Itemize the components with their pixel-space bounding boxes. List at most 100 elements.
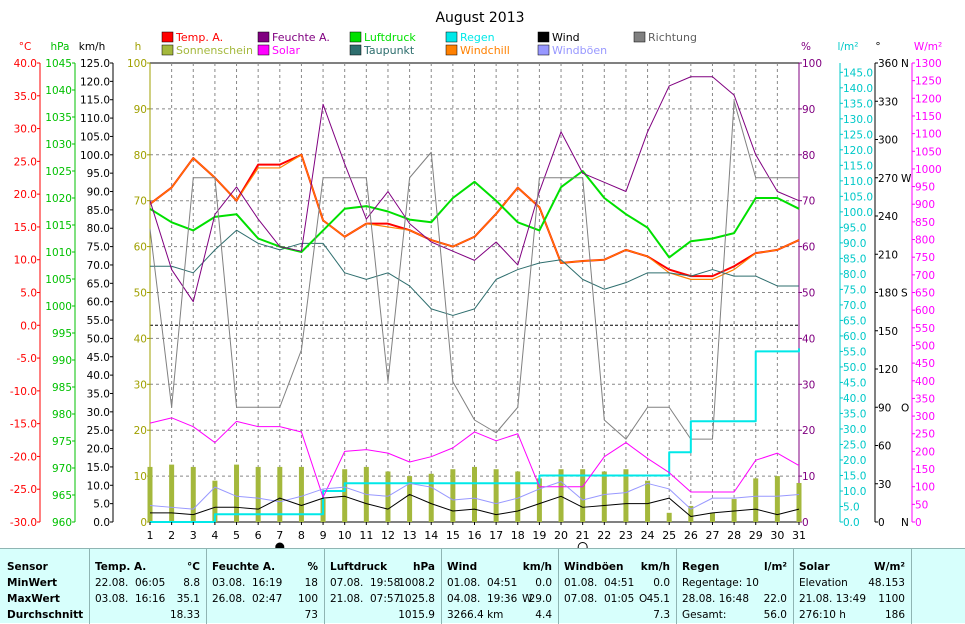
press-max-value: 1025.8	[398, 593, 435, 605]
x-tick-label: 18	[511, 529, 525, 542]
press-tick-label: 1015	[45, 220, 72, 232]
sunshine-bar	[796, 482, 802, 522]
series-line	[150, 493, 800, 517]
series-line	[149, 76, 800, 303]
stats-col-pressure: Luftdruck hPa 07.08. 19:58 1008.2 21.08.…	[324, 549, 441, 624]
series-line	[149, 154, 800, 280]
temp-tick-label: 5.0	[20, 288, 37, 300]
solar-tick-label: 400	[915, 376, 935, 388]
gust-max-direction: O	[639, 593, 648, 605]
legend-swatch	[445, 31, 458, 43]
series-lines	[149, 76, 800, 523]
rain-tick-label: 15.0	[843, 470, 866, 482]
press-tick-label: 970	[52, 463, 72, 475]
rain-tick-label: 20.0	[843, 455, 866, 467]
hum-max-date: 26.08.	[212, 593, 246, 605]
wind-tick-label: 120.0	[80, 76, 110, 88]
rain-tick-label: 45.0	[843, 377, 866, 389]
rain-tick-label: 5.0	[843, 501, 860, 513]
sunshine-bar	[623, 469, 629, 522]
press-tick-label: 975	[52, 436, 72, 448]
dir-tick-label: 120	[878, 364, 898, 376]
sunshine-bars	[147, 464, 802, 522]
sunshine-bar	[277, 466, 283, 522]
stats-col-solar: Solar W/m² Elevation 48.153 21.08. 13:49…	[793, 549, 911, 624]
sunshine-bar	[493, 469, 499, 522]
solar-max-datetime: 21.08. 13:49	[799, 593, 866, 605]
x-tick-label: 29	[749, 529, 763, 542]
legend-label: Windchill	[460, 44, 510, 57]
wind-tick-label: 5.0	[93, 499, 110, 511]
hum-min-date: 03.08.	[212, 577, 246, 589]
solar-tick-label: 650	[915, 288, 935, 300]
solar-tick-label: 900	[915, 199, 935, 211]
hum-tick-label: 50	[802, 288, 815, 300]
wind-tick-label: 90.0	[87, 187, 110, 199]
chart-title: August 2013	[435, 10, 524, 26]
rain-tick-label: 115.0	[843, 160, 873, 172]
x-tick-label: 17	[489, 529, 503, 542]
stats-col-rain: Regen l/m² Regentage: 10 28.08. 16:48 22…	[676, 549, 793, 624]
rain-tick-label: 25.0	[843, 439, 866, 451]
stats-header-rain: Regen	[682, 561, 720, 573]
press-tick-label: 1020	[45, 193, 72, 205]
sunshine-bar	[428, 473, 434, 522]
legend-swatch	[349, 44, 362, 56]
stats-col-wind: Wind km/h 01.08. 04:51 0.0 04.08. 19:36 …	[441, 549, 558, 624]
legend-label: Solar	[272, 44, 301, 57]
dir-tick-label: 0	[878, 517, 885, 529]
x-tick-labels: 1 2 3 4 5 6 7 8 9 10 11 12 13 14 15 16 17 18 19 20 21 22 23 24 2…	[147, 522, 806, 542]
full-moon-icon	[577, 542, 588, 548]
x-tick-label: 26	[684, 529, 698, 542]
wind-tick-label: 20.0	[87, 444, 110, 456]
temp-tick-label: -10.0	[10, 386, 37, 398]
hum-tick-label: 100	[802, 58, 822, 70]
solar-tick-label: 1100	[915, 129, 942, 141]
new-moon-icon	[275, 542, 285, 548]
stats-row-label: MinWert	[7, 577, 58, 589]
press-tick-label: 995	[52, 328, 72, 340]
x-tick-label: 23	[619, 529, 633, 542]
press-min-value: 1008.2	[398, 577, 435, 589]
rain-tick-label: 80.0	[843, 269, 866, 281]
temp-tick-label: 10.0	[14, 255, 37, 267]
solar-tick-label: 750	[915, 252, 935, 264]
wind-max-value: 29.0	[528, 593, 552, 605]
temp-tick-label: -15.0	[10, 419, 37, 431]
rain-tick-label: 135.0	[843, 98, 873, 110]
sunshine-bar	[147, 466, 153, 522]
solar-unit-label: W/m²	[914, 41, 942, 53]
hum-tick-label: 60	[802, 242, 815, 254]
wind-tick-label: 55.0	[87, 315, 110, 327]
series-line	[149, 481, 800, 510]
sun-tick-label: 0	[140, 517, 147, 529]
sunshine-bar	[774, 476, 780, 522]
dir-tick-label: 210	[878, 249, 898, 261]
solar-hours: 276:10 h	[799, 609, 846, 621]
x-tick-label: 10	[338, 529, 352, 542]
press-unit-label: hPa	[51, 41, 70, 53]
rain-tick-label: 30.0	[843, 424, 866, 436]
x-tick-label: 16	[468, 529, 482, 542]
x-tick-label: 12	[381, 529, 395, 542]
sunshine-bar	[709, 512, 715, 522]
x-tick-label: 11	[359, 529, 373, 542]
hum-max-time: 02:47	[252, 593, 283, 605]
sun-tick-label: 30	[134, 379, 147, 391]
hum-tick-label: 80	[802, 150, 815, 162]
legend-swatch	[633, 31, 646, 43]
solar-tick-label: 1000	[915, 164, 942, 176]
stats-col-sensor: Sensor MinWert MaxWert Durchschnitt	[0, 549, 89, 624]
temp-tick-label: 40.0	[14, 58, 37, 70]
wind-tick-label: 25.0	[87, 425, 110, 437]
rain-max-datetime: 28.08. 16:48	[682, 593, 749, 605]
rain-tick-label: 85.0	[843, 253, 866, 265]
solar-tick-label: 600	[915, 305, 935, 317]
sunshine-bar	[450, 469, 456, 522]
dir-unit-label: °	[875, 41, 880, 53]
wind-min-time: 04:51	[487, 577, 518, 589]
wind-avg-value: 4.4	[535, 609, 552, 621]
sun-tick-label: 60	[134, 242, 147, 254]
sunshine-bar	[666, 512, 672, 522]
wind-tick-label: 15.0	[87, 462, 110, 474]
